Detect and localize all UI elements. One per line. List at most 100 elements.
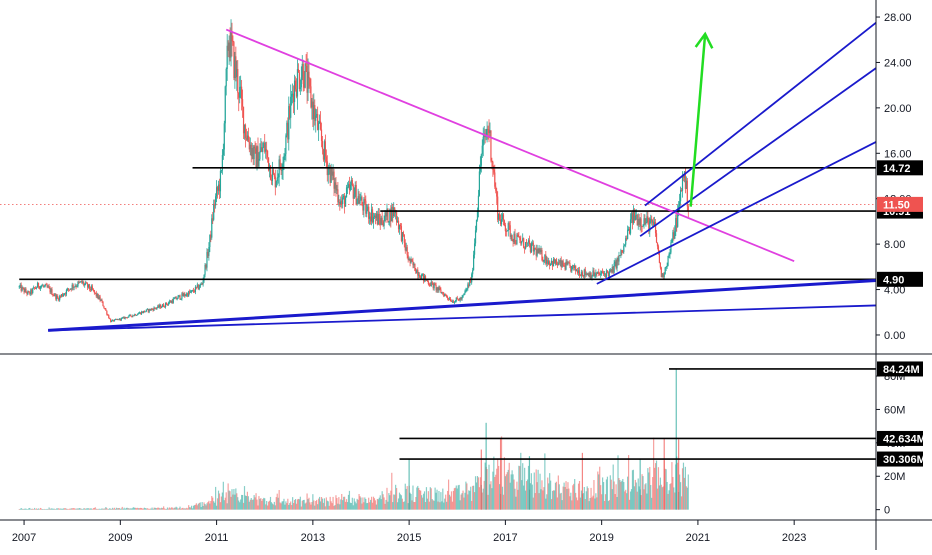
candle-body (78, 281, 80, 283)
candle-body (29, 292, 31, 295)
volume-bar (524, 467, 526, 510)
candle-body (625, 238, 627, 245)
candle-body (198, 287, 200, 290)
volume-bar (139, 507, 142, 510)
volume-bar (94, 507, 96, 510)
volume-bar (206, 503, 208, 510)
volume-bar (197, 503, 199, 510)
candle-body (671, 238, 673, 243)
candle-body (228, 42, 230, 51)
candle-body (383, 221, 385, 226)
volume-bar (176, 507, 178, 510)
candle-body (532, 242, 534, 252)
volume-bar (360, 497, 362, 510)
candle-body (531, 242, 533, 244)
volume-bar (620, 481, 622, 510)
candle-body (624, 244, 626, 246)
candle-body (283, 156, 285, 163)
volume-bar (395, 484, 397, 510)
volume-bar (279, 502, 281, 510)
candle-body (212, 218, 214, 220)
volume-bar (226, 503, 228, 510)
candle-body (323, 141, 326, 160)
candle-body (287, 122, 289, 140)
volume-bar (112, 508, 115, 510)
volume-bar (254, 497, 256, 510)
candle-body (36, 282, 39, 288)
volume-bar (133, 507, 135, 510)
volume-bar (446, 501, 448, 510)
candle-body (448, 298, 451, 300)
volume-bar (327, 501, 329, 510)
volume-bar (661, 487, 663, 510)
volume-bar (207, 502, 209, 510)
volume-bar (515, 496, 517, 510)
volume-bar (386, 487, 388, 510)
volume-bar (418, 487, 420, 510)
volume-bar (525, 490, 527, 510)
candle-body (518, 236, 520, 238)
volume-bar (241, 494, 243, 510)
candle-body (190, 290, 193, 292)
volume-bar (283, 498, 285, 510)
candle-body (188, 291, 190, 297)
candle-body (579, 275, 582, 277)
candle-body (330, 167, 332, 183)
volume-bar (474, 476, 477, 510)
candle-body (136, 315, 138, 316)
candle-body (266, 149, 268, 151)
candle-body (263, 142, 265, 148)
volume-bar (651, 497, 653, 510)
volume-bar (355, 503, 357, 510)
volume-bar (374, 500, 377, 510)
volume-bar (37, 508, 40, 510)
candle-body (119, 318, 121, 321)
candle-body (614, 261, 616, 264)
candle-body (649, 221, 651, 232)
candle-body (447, 296, 449, 299)
volume-level-badge-bg (877, 451, 923, 467)
candle-body (627, 229, 629, 240)
candle-body (246, 135, 248, 140)
candle-body (89, 288, 92, 291)
volume-bar (624, 491, 626, 510)
candle-body (597, 271, 599, 274)
candle-body (630, 213, 633, 220)
volume-bar (434, 487, 436, 510)
candle-body (104, 308, 106, 310)
volume-bar (160, 508, 162, 510)
candle-body (520, 240, 522, 244)
candle-body (519, 237, 521, 241)
candle-body (522, 238, 524, 242)
candle-body (576, 270, 578, 272)
volume-bar (467, 494, 469, 510)
volume-bar (402, 501, 404, 510)
candle-body (521, 241, 523, 244)
candle-body (362, 204, 364, 211)
volume-bar (34, 507, 36, 510)
volume-bar (507, 469, 509, 510)
volume-bar (679, 474, 681, 510)
candle-body (215, 196, 217, 206)
volume-bar (357, 499, 359, 510)
volume-bar (175, 506, 177, 510)
volume-bar (542, 490, 544, 510)
volume-bar (311, 502, 313, 510)
candle-body (314, 105, 316, 121)
volume-bar (19, 508, 21, 510)
volume-bar (339, 504, 341, 510)
drawing-layer[interactable] (0, 22, 877, 460)
candle-body (633, 209, 635, 221)
volume-bar (115, 507, 118, 510)
volume-bar (453, 488, 455, 510)
candle-body (539, 248, 541, 253)
volume-bar (659, 477, 661, 510)
volume-bar (399, 494, 402, 510)
volume-bar (674, 492, 676, 510)
volume-bar (134, 507, 136, 510)
candle-body (409, 258, 411, 263)
candle-body (654, 222, 657, 234)
candle-body (421, 273, 424, 275)
